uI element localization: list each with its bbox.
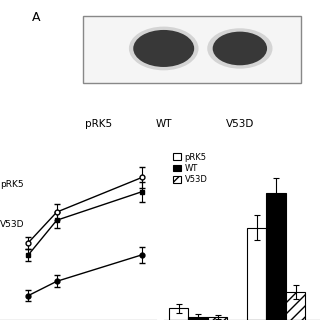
Text: pRK5: pRK5 <box>85 119 112 129</box>
Bar <box>188 316 208 320</box>
Ellipse shape <box>133 30 194 67</box>
Bar <box>208 317 227 320</box>
Bar <box>266 193 286 320</box>
Bar <box>247 228 266 320</box>
Text: WT: WT <box>156 119 172 129</box>
Ellipse shape <box>213 32 267 65</box>
Text: V53D: V53D <box>226 119 254 129</box>
Bar <box>286 292 305 320</box>
Text: A: A <box>32 11 41 24</box>
Ellipse shape <box>207 28 273 69</box>
Bar <box>169 308 188 320</box>
Legend: pRK5, WT, V53D: pRK5, WT, V53D <box>171 151 209 186</box>
Text: V53D: V53D <box>0 220 25 229</box>
Ellipse shape <box>129 27 198 70</box>
Bar <box>83 16 301 84</box>
Text: pRK5: pRK5 <box>0 180 24 189</box>
